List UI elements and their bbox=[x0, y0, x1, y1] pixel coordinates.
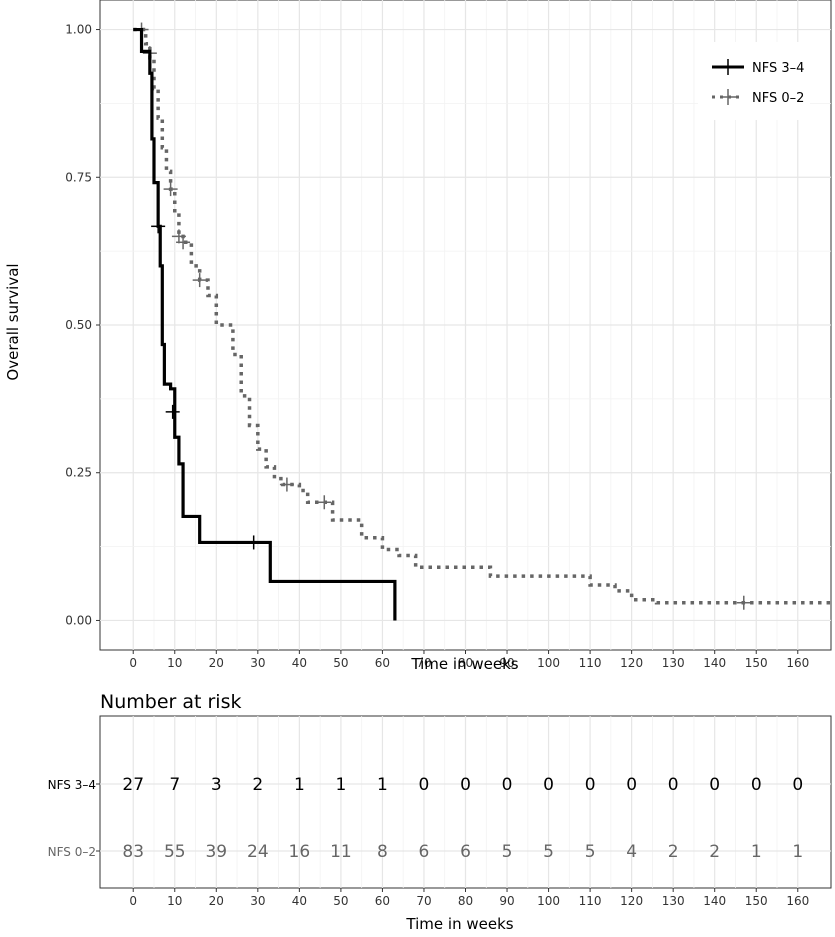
risk-value: 1 bbox=[294, 775, 305, 795]
risk-value: 0 bbox=[419, 775, 430, 795]
risk-x-axis: 0 10 20 30 40 50 60 70 80 90 100 110 120 130 140 150 160 bbox=[129, 888, 809, 908]
risk-value: 8 bbox=[377, 842, 388, 862]
risk-x-tick-label: 40 bbox=[292, 894, 307, 908]
km-y-axis-title: Overall survival bbox=[4, 263, 22, 380]
risk-value: 27 bbox=[122, 775, 144, 795]
risk-value: 1 bbox=[377, 775, 388, 795]
km-series-line bbox=[133, 27, 831, 605]
km-y-tick-label: 0.00 bbox=[65, 613, 92, 627]
risk-value: 24 bbox=[247, 842, 269, 862]
risk-x-tick-label: 110 bbox=[579, 894, 602, 908]
km-x-tick-label: 110 bbox=[579, 656, 602, 670]
km-x-axis: 0 10 20 30 40 50 60 70 80 90 100 110 120 130 140 150 160 bbox=[129, 650, 809, 670]
legend-box bbox=[698, 42, 810, 120]
risk-value: 0 bbox=[709, 775, 720, 795]
risk-value: 5 bbox=[585, 842, 596, 862]
risk-value: 0 bbox=[502, 775, 513, 795]
km-x-tick-label: 70 bbox=[416, 656, 431, 670]
km-x-tick-label: 150 bbox=[745, 656, 768, 670]
risk-value: 1 bbox=[335, 775, 346, 795]
risk-value: 0 bbox=[585, 775, 596, 795]
risk-value: 7 bbox=[169, 775, 180, 795]
risk-x-tick-label: 150 bbox=[745, 894, 768, 908]
risk-grid bbox=[96, 716, 831, 888]
km-y-tick-label: 1.00 bbox=[65, 23, 92, 37]
risk-row-label-nfs34: NFS 3–4 bbox=[48, 778, 96, 792]
risk-x-tick-label: 50 bbox=[333, 894, 348, 908]
km-y-axis: 0.00 0.25 0.50 0.75 1.00 bbox=[65, 23, 100, 627]
risk-x-tick-label: 80 bbox=[458, 894, 473, 908]
legend-label-nfs34: NFS 3–4 bbox=[752, 61, 804, 76]
risk-value: 11 bbox=[330, 842, 352, 862]
km-y-tick-label: 0.50 bbox=[65, 318, 92, 332]
risk-value: 2 bbox=[709, 842, 720, 862]
risk-value: 6 bbox=[460, 842, 471, 862]
risk-x-tick-label: 120 bbox=[620, 894, 643, 908]
km-curves bbox=[133, 22, 831, 621]
km-x-tick-label: 40 bbox=[292, 656, 307, 670]
km-x-tick-label: 50 bbox=[333, 656, 348, 670]
km-x-axis-title: Time in weeks bbox=[410, 655, 518, 673]
risk-x-tick-label: 100 bbox=[537, 894, 560, 908]
km-series-line bbox=[133, 27, 397, 621]
risk-x-axis-title: Time in weeks bbox=[405, 915, 513, 933]
risk-x-tick-label: 140 bbox=[703, 894, 726, 908]
risk-value: 1 bbox=[792, 842, 803, 862]
risk-value: 5 bbox=[502, 842, 513, 862]
risk-x-tick-label: 90 bbox=[499, 894, 514, 908]
risk-x-tick-label: 30 bbox=[250, 894, 265, 908]
risk-x-tick-label: 70 bbox=[416, 894, 431, 908]
risk-value: 4 bbox=[626, 842, 637, 862]
km-x-tick-label: 120 bbox=[620, 656, 643, 670]
risk-x-tick-label: 0 bbox=[129, 894, 137, 908]
risk-value: 5 bbox=[543, 842, 554, 862]
risk-value: 2 bbox=[252, 775, 263, 795]
risk-value: 3 bbox=[211, 775, 222, 795]
risk-value: 39 bbox=[205, 842, 227, 862]
risk-value: 83 bbox=[122, 842, 144, 862]
risk-row-label-nfs02: NFS 0–2 bbox=[48, 845, 96, 859]
km-x-tick-label: 30 bbox=[250, 656, 265, 670]
km-x-tick-label: 160 bbox=[786, 656, 809, 670]
km-x-tick-label: 140 bbox=[703, 656, 726, 670]
km-x-tick-label: 130 bbox=[662, 656, 685, 670]
km-x-tick-label: 10 bbox=[167, 656, 182, 670]
km-x-tick-label: 20 bbox=[209, 656, 224, 670]
risk-value: 2 bbox=[668, 842, 679, 862]
km-x-tick-label: 80 bbox=[458, 656, 473, 670]
risk-value: 0 bbox=[543, 775, 554, 795]
risk-value: 0 bbox=[626, 775, 637, 795]
risk-x-tick-label: 130 bbox=[662, 894, 685, 908]
risk-row-labels: NFS 3–4 NFS 0–2 bbox=[48, 778, 96, 859]
km-x-tick-label: 0 bbox=[129, 656, 137, 670]
risk-value: 16 bbox=[289, 842, 311, 862]
risk-value: 0 bbox=[792, 775, 803, 795]
risk-value: 0 bbox=[751, 775, 762, 795]
km-y-tick-label: 0.25 bbox=[65, 466, 92, 480]
risk-values: 27 7 3 2 1 1 1 0 0 0 0 0 0 0 0 0 083 55 39 24 16 11 8 6 6 5 5 5 4 2 2 1… bbox=[122, 775, 803, 862]
risk-table-title: Number at risk bbox=[100, 691, 242, 713]
risk-value: 55 bbox=[164, 842, 186, 862]
risk-x-tick-label: 160 bbox=[786, 894, 809, 908]
risk-x-tick-label: 10 bbox=[167, 894, 182, 908]
risk-x-tick-label: 20 bbox=[209, 894, 224, 908]
risk-value: 0 bbox=[460, 775, 471, 795]
km-grid bbox=[100, 0, 831, 650]
risk-x-tick-label: 60 bbox=[375, 894, 390, 908]
risk-value: 1 bbox=[751, 842, 762, 862]
legend: NFS 3–4 NFS 0–2 bbox=[698, 42, 810, 120]
risk-value: 0 bbox=[668, 775, 679, 795]
legend-label-nfs02: NFS 0–2 bbox=[752, 91, 804, 106]
km-x-tick-label: 60 bbox=[375, 656, 390, 670]
km-x-tick-label: 90 bbox=[499, 656, 514, 670]
km-x-tick-label: 100 bbox=[537, 656, 560, 670]
risk-value: 6 bbox=[419, 842, 430, 862]
km-y-tick-label: 0.75 bbox=[65, 170, 92, 184]
